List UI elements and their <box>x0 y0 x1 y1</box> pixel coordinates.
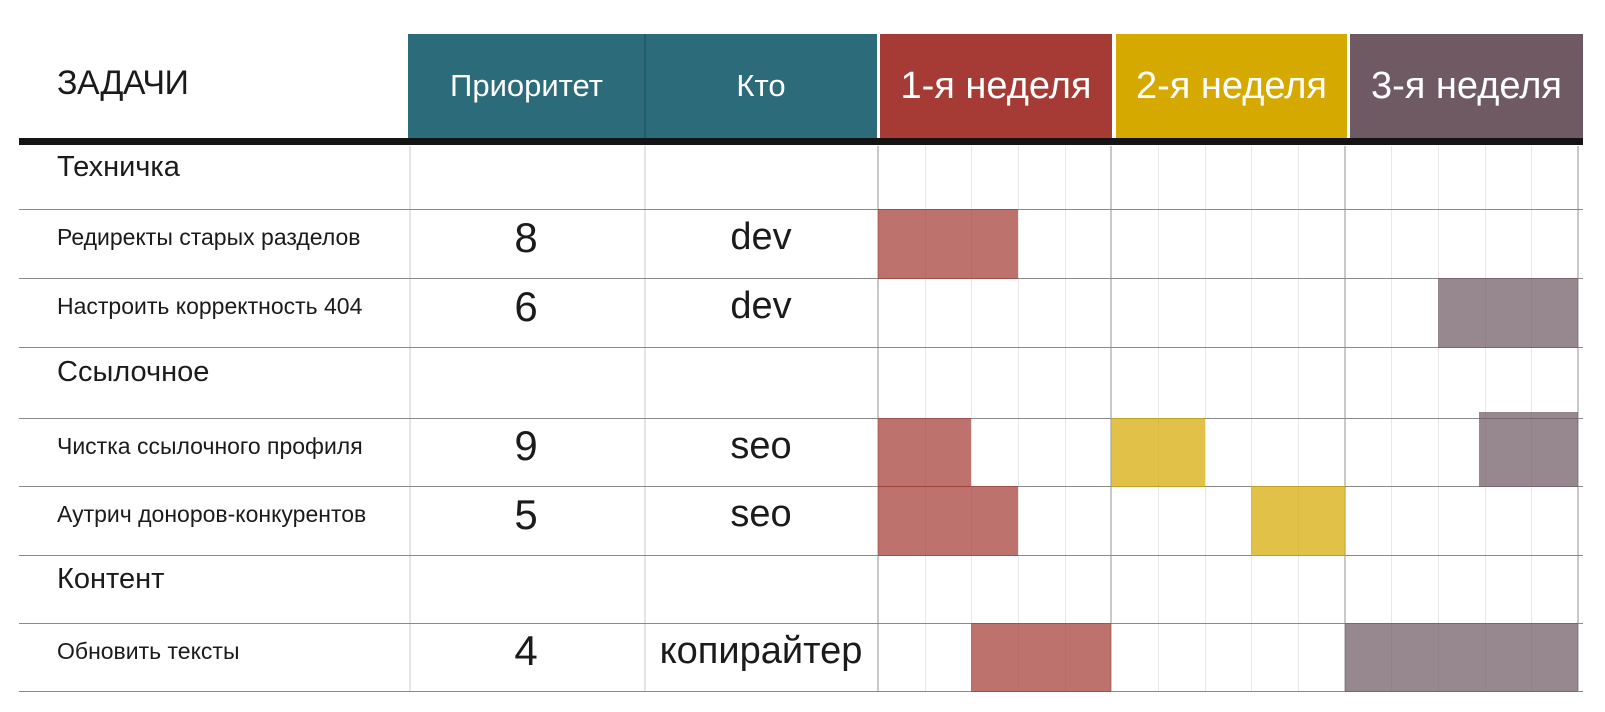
priority-value: 5 <box>514 490 538 538</box>
week-header-2: 2-я неделя <box>1116 34 1347 138</box>
row-separator <box>19 418 1583 419</box>
who-value: seo <box>730 493 792 535</box>
week-header-1: 1-я неделя <box>880 34 1112 138</box>
gantt-bar-week2 <box>1251 486 1345 556</box>
task-row-label: Настроить корректность 404 <box>57 293 363 319</box>
section-row-label: Ссылочное <box>57 356 210 388</box>
row-separator <box>19 347 1583 348</box>
column-header-priority: Приоритет <box>450 68 603 103</box>
gantt-bar-week3 <box>1478 412 1578 487</box>
week-header-3: 3-я неделя <box>1350 34 1583 138</box>
gantt-bar-week1 <box>971 623 1112 692</box>
gantt-bar-week1 <box>878 418 972 487</box>
row-separator <box>19 623 1583 624</box>
gantt-bar-week3 <box>1438 278 1578 348</box>
page-title: ЗАДАЧИ <box>57 63 189 102</box>
gantt-bar-week1 <box>878 209 1018 279</box>
row-separator <box>19 209 1583 210</box>
priority-value: 6 <box>514 282 538 330</box>
row-separator <box>19 555 1583 556</box>
row-separator <box>19 486 1583 487</box>
header-info-block: Приоритет Кто <box>408 34 877 138</box>
priority-value: 9 <box>514 422 538 469</box>
section-row-label: Контент <box>57 562 165 595</box>
who-value: seo <box>730 424 792 467</box>
row-separator <box>19 278 1583 279</box>
task-row-label: Редиректы старых разделов <box>57 224 361 250</box>
who-value: dev <box>730 285 792 327</box>
task-row-label: Аутрич доноров-конкурентов <box>57 501 367 527</box>
who-value: dev <box>730 216 792 258</box>
priority-value: 8 <box>514 213 538 261</box>
row-separator <box>19 691 1583 692</box>
gantt-bar-week2 <box>1111 418 1205 487</box>
column-header-who: Кто <box>736 68 786 103</box>
task-row-label: Чистка ссылочного профиля <box>57 432 363 459</box>
header-underline <box>19 138 1583 145</box>
priority-value: 4 <box>514 627 538 674</box>
who-value: копирайтер <box>659 629 863 672</box>
header-column-divider <box>644 34 646 138</box>
gantt-bar-week1 <box>878 486 1018 556</box>
section-row-label: Техничка <box>57 151 180 183</box>
gantt-bar-week3 <box>1344 623 1578 692</box>
task-row-label: Обновить тексты <box>57 637 240 664</box>
